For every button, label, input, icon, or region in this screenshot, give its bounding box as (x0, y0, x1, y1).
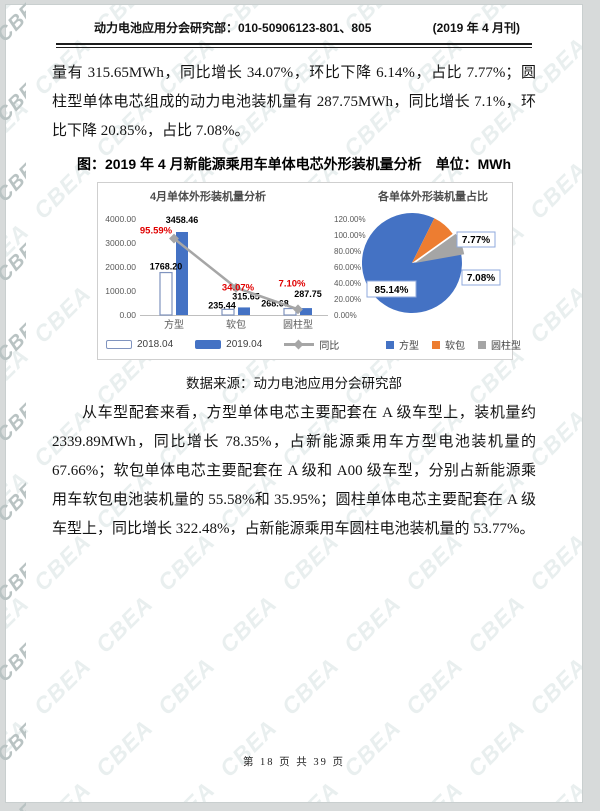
legend-swatch-yoy-line (284, 343, 314, 346)
svg-text:3458.46: 3458.46 (166, 215, 199, 225)
diamond-marker-icon (294, 339, 304, 349)
pie-chart-title: 各单体外形装机量占比 (353, 188, 513, 204)
svg-text:80.00%: 80.00% (334, 247, 361, 256)
pie-legend-label-pouch: 软包 (445, 337, 465, 352)
svg-text:100.00%: 100.00% (334, 231, 366, 240)
svg-text:1768.20: 1768.20 (150, 262, 183, 272)
svg-text:0.00%: 0.00% (334, 311, 357, 320)
legend-item-2019: 2019.04 (195, 339, 262, 350)
pie-legend-item-pouch: 软包 (432, 337, 465, 352)
page-header: 动力电池应用分会研究部：010-50906123-801、805 (2019 年… (6, 5, 582, 36)
pie-legend-item-cylindrical: 圆柱型 (478, 337, 521, 352)
bar-chart: 0.00 1000.00 2000.00 3000.00 4000.00 0.00% 20.… (100, 205, 372, 341)
bar-chart-title: 4月单体外形装机量分析 (98, 188, 318, 204)
svg-text:7.10%: 7.10% (279, 278, 306, 289)
svg-text:2000.00: 2000.00 (105, 262, 136, 272)
data-source: 数据来源：动力电池应用分会研究部 (6, 372, 582, 392)
header-rule (56, 43, 532, 48)
legend-label-2018: 2018.04 (137, 339, 173, 350)
svg-text:287.75: 287.75 (294, 289, 322, 299)
pie-legend-swatch-cylindrical (478, 341, 486, 349)
legend-label-yoy: 同比 (319, 337, 339, 352)
pie-legend-label-cylindrical: 圆柱型 (491, 337, 521, 352)
svg-text:120.00%: 120.00% (334, 215, 366, 224)
svg-text:4000.00: 4000.00 (105, 214, 136, 224)
svg-text:7.08%: 7.08% (467, 273, 495, 284)
figure-title: 图：2019 年 4 月新能源乘用车单体电芯外形装机量分析 单位：MWh (6, 154, 582, 174)
figure-charts: 4月单体外形装机量分析 各单体外形装机量占比 0.00 1000.00 2000.0… (97, 182, 513, 360)
legend-item-yoy: 同比 (284, 337, 339, 352)
svg-text:方型: 方型 (164, 318, 184, 331)
header-issue: (2019 年 4 月刊) (433, 19, 520, 36)
svg-text:60.00%: 60.00% (334, 263, 361, 272)
pie-legend-label-square: 方型 (399, 337, 419, 352)
pie-legend-item-square: 方型 (386, 337, 419, 352)
svg-text:1000.00: 1000.00 (105, 286, 136, 296)
legend-item-2018: 2018.04 (106, 339, 173, 350)
document-page: CBEACBEACBEACBEACBEACBEACBEACBEACBEACBEA… (5, 4, 583, 803)
svg-text:20.00%: 20.00% (334, 295, 361, 304)
svg-text:235.44: 235.44 (208, 300, 236, 310)
svg-text:3000.00: 3000.00 (105, 238, 136, 248)
paragraph-2: 从车型配套来看，方型单体电芯主要配套在 A 级车型上，装机量约 2339.89M… (52, 399, 536, 544)
legend-swatch-2019 (195, 340, 221, 349)
legend-swatch-2018 (106, 340, 132, 349)
svg-text:0.00: 0.00 (119, 310, 136, 320)
header-department: 动力电池应用分会研究部：010-50906123-801、805 (94, 19, 371, 36)
svg-text:软包: 软包 (226, 318, 246, 331)
svg-text:85.14%: 85.14% (375, 285, 409, 296)
legend-label-2019: 2019.04 (226, 339, 262, 350)
svg-text:40.00%: 40.00% (334, 279, 361, 288)
pie-chart: 85.14% 7.77% 7.08% (362, 205, 512, 337)
svg-text:95.59%: 95.59% (140, 226, 173, 237)
svg-text:7.77%: 7.77% (462, 235, 490, 246)
page-content: 动力电池应用分会研究部：010-50906123-801、805 (2019 年… (6, 5, 582, 802)
page-footer: 第 18 页 共 39 页 (6, 754, 582, 769)
bar-chart-legend: 2018.04 2019.04 同比 (106, 337, 339, 352)
svg-text:圆柱型: 圆柱型 (283, 318, 313, 331)
bar-chart-svg: 0.00 1000.00 2000.00 3000.00 4000.00 0.00% 20.… (100, 205, 372, 341)
pie-chart-legend: 方型 软包 圆柱型 (386, 337, 521, 352)
pie-legend-swatch-square (386, 341, 394, 349)
pie-legend-swatch-pouch (432, 341, 440, 349)
pie-chart-svg: 85.14% 7.77% 7.08% (362, 205, 512, 337)
svg-text:34.07%: 34.07% (222, 283, 255, 294)
paragraph-1: 量有 315.65MWh，同比增长 34.07%，环比下降 6.14%，占比 7… (52, 59, 536, 146)
